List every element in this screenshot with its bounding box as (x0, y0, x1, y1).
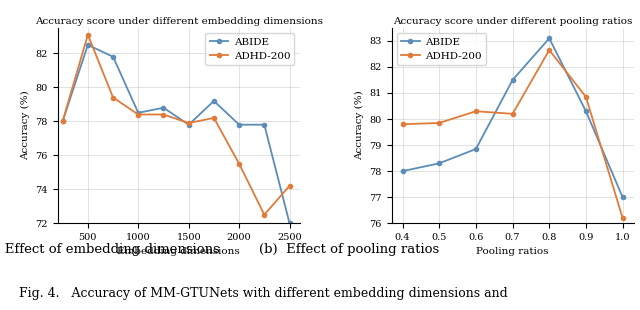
Legend: ABIDE, ADHD-200: ABIDE, ADHD-200 (205, 33, 294, 65)
ABIDE (260, 123, 268, 126)
Line: ADHD-200: ADHD-200 (61, 33, 292, 217)
ADHD-200 (472, 109, 480, 113)
ADHD-200 (109, 96, 117, 100)
Line: ABIDE: ABIDE (61, 43, 292, 225)
Line: ADHD-200: ADHD-200 (401, 48, 625, 220)
ABIDE (134, 111, 142, 115)
X-axis label: Pooling ratios: Pooling ratios (476, 247, 549, 256)
ADHD-200 (260, 213, 268, 217)
ADHD-200 (84, 33, 92, 37)
ABIDE (435, 162, 443, 165)
ABIDE (236, 123, 243, 126)
ADHD-200 (545, 48, 553, 52)
ADHD-200 (619, 216, 627, 220)
ADHD-200 (399, 122, 406, 126)
ABIDE (582, 109, 590, 113)
Y-axis label: Accuracy (%): Accuracy (%) (20, 91, 30, 161)
ABIDE (545, 37, 553, 40)
ADHD-200 (59, 119, 67, 123)
ADHD-200 (285, 184, 293, 188)
Text: (a)  Effect of embedding dimensions: (a) Effect of embedding dimensions (0, 243, 220, 256)
ABIDE (185, 123, 193, 126)
Text: Fig. 4.   Accuracy of MM-GTUNets with different embedding dimensions and: Fig. 4. Accuracy of MM-GTUNets with diff… (19, 287, 508, 300)
Title: Accuracy score under different pooling ratios: Accuracy score under different pooling r… (393, 17, 632, 26)
Title: Accuracy score under different embedding dimensions: Accuracy score under different embedding… (35, 17, 323, 26)
Y-axis label: Accuracy (%): Accuracy (%) (355, 91, 364, 161)
Text: (b)  Effect of pooling ratios: (b) Effect of pooling ratios (259, 243, 439, 256)
ABIDE (210, 99, 218, 103)
ADHD-200 (210, 116, 218, 120)
ADHD-200 (159, 113, 167, 116)
ADHD-200 (236, 162, 243, 166)
ABIDE (619, 195, 627, 199)
ADHD-200 (509, 112, 516, 116)
Line: ABIDE: ABIDE (401, 36, 625, 199)
ABIDE (59, 119, 67, 123)
ABIDE (285, 221, 293, 225)
ABIDE (84, 43, 92, 47)
ABIDE (109, 55, 117, 59)
Legend: ABIDE, ADHD-200: ABIDE, ADHD-200 (397, 33, 486, 65)
ADHD-200 (582, 95, 590, 99)
ABIDE (509, 78, 516, 82)
ABIDE (472, 147, 480, 151)
ADHD-200 (134, 113, 142, 116)
ABIDE (399, 169, 406, 173)
X-axis label: Embedding dimensions: Embedding dimensions (117, 247, 240, 256)
ADHD-200 (185, 121, 193, 125)
ABIDE (159, 106, 167, 109)
ADHD-200 (435, 121, 443, 125)
